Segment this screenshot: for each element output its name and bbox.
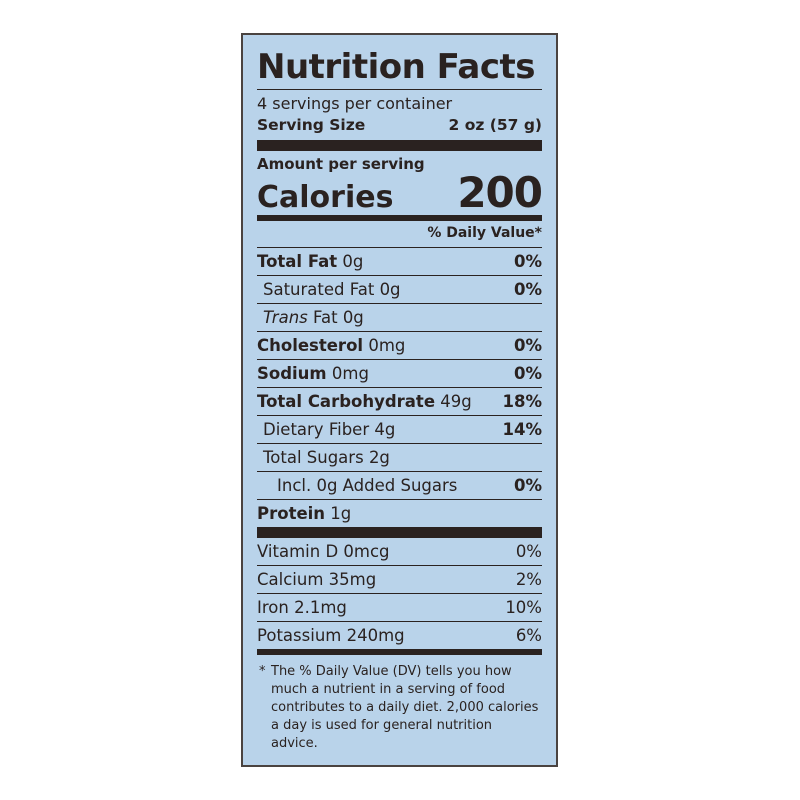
nutrient-name: Incl. 0g Added Sugars bbox=[277, 476, 458, 495]
vitamin-amount: 35mg bbox=[328, 570, 377, 589]
nutrient-amount: 1g bbox=[330, 504, 352, 523]
nutrient-row-sodium: Sodium 0mg 0% bbox=[257, 360, 542, 388]
nutrient-amount: 0mg bbox=[331, 364, 369, 383]
footnote-text: The % Daily Value (DV) tells you how muc… bbox=[271, 664, 539, 751]
vitamin-dv: 10% bbox=[505, 598, 542, 617]
divider-medium bbox=[257, 215, 542, 221]
footnote-asterisk: * bbox=[259, 664, 266, 679]
vitamin-amount: 240mg bbox=[346, 626, 405, 645]
nutrient-dv: 0% bbox=[513, 476, 542, 495]
nutrient-name: Sodium bbox=[257, 364, 327, 383]
servings-per-container: 4 servings per container bbox=[257, 94, 453, 113]
nutrient-dv: 0% bbox=[513, 336, 542, 355]
nutrient-dv: 0% bbox=[513, 364, 542, 383]
nutrient-row-total-fat: Total Fat 0g 0% bbox=[257, 248, 542, 276]
nutrient-row-total-carbohydrate: Total Carbohydrate 49g 18% bbox=[257, 388, 542, 416]
vitamin-name: Calcium bbox=[257, 570, 324, 589]
serving-size-value: 2 oz (57 g) bbox=[448, 116, 542, 134]
vitamin-row-iron: Iron 2.1mg 10% bbox=[257, 594, 542, 622]
vitamin-row-calcium: Calcium 35mg 2% bbox=[257, 566, 542, 594]
divider-thick bbox=[257, 527, 542, 538]
nutrient-row-cholesterol: Cholesterol 0mg 0% bbox=[257, 332, 542, 360]
nutrient-amount: 49g bbox=[440, 392, 472, 411]
serving-size-row: Serving Size 2 oz (57 g) bbox=[257, 114, 542, 140]
divider-thick bbox=[257, 140, 542, 151]
nutrient-name: Protein bbox=[257, 504, 326, 523]
nutrient-amount: 0g bbox=[379, 280, 401, 299]
nutrient-row-dietary-fiber: Dietary Fiber 4g 14% bbox=[257, 416, 542, 444]
calories-label: Calories bbox=[257, 180, 394, 215]
amount-per-serving: Amount per serving bbox=[257, 155, 425, 173]
nutrient-name: Fat bbox=[313, 308, 338, 327]
nutrient-row-protein: Protein 1g bbox=[257, 500, 542, 527]
vitamin-row-potassium: Potassium 240mg 6% bbox=[257, 622, 542, 649]
footnote: * The % Daily Value (DV) tells you how m… bbox=[257, 663, 542, 753]
label-title: Nutrition Facts bbox=[257, 47, 535, 87]
nutrient-amount: 0g bbox=[342, 252, 364, 271]
vitamin-name: Iron bbox=[257, 598, 289, 617]
vitamin-amount: 2.1mg bbox=[294, 598, 347, 617]
nutrient-amount: 4g bbox=[374, 420, 396, 439]
nutrient-name-italic: Trans bbox=[263, 308, 308, 327]
nutrient-amount: 0g bbox=[342, 308, 364, 327]
nutrient-dv: 18% bbox=[502, 392, 543, 411]
nutrient-dv: 0% bbox=[513, 252, 542, 271]
nutrient-name: Saturated Fat bbox=[263, 280, 375, 299]
vitamin-dv: 2% bbox=[515, 570, 542, 589]
vitamin-dv: 0% bbox=[515, 542, 542, 561]
nutrient-name: Total Fat bbox=[257, 252, 338, 271]
nutrient-dv: 0% bbox=[513, 280, 542, 299]
nutrient-name: Dietary Fiber bbox=[263, 420, 370, 439]
nutrient-name: Total Sugars bbox=[263, 448, 364, 467]
nutrient-row-total-sugars: Total Sugars 2g bbox=[257, 444, 542, 472]
nutrient-name: Cholesterol bbox=[257, 336, 364, 355]
nutrient-row-saturated-fat: Saturated Fat 0g 0% bbox=[257, 276, 542, 304]
nutrient-amount: 2g bbox=[368, 448, 390, 467]
nutrition-facts-label: Nutrition Facts 4 servings per container… bbox=[241, 33, 558, 767]
nutrient-amount: 0mg bbox=[368, 336, 406, 355]
vitamin-dv: 6% bbox=[515, 626, 542, 645]
nutrient-row-added-sugars: Incl. 0g Added Sugars 0% bbox=[257, 472, 542, 500]
divider bbox=[257, 247, 542, 248]
vitamin-name: Potassium bbox=[257, 626, 342, 645]
vitamin-amount: 0mcg bbox=[343, 542, 390, 561]
vitamin-row-vitamin-d: Vitamin D 0mcg 0% bbox=[257, 538, 542, 566]
nutrient-name: Total Carbohydrate bbox=[257, 392, 436, 411]
serving-size-label: Serving Size bbox=[257, 116, 366, 134]
calories-value: 200 bbox=[457, 168, 543, 217]
nutrient-row-trans-fat: Trans Fat 0g bbox=[257, 304, 542, 332]
nutrient-dv: 14% bbox=[502, 420, 543, 439]
daily-value-header: % Daily Value* bbox=[427, 225, 542, 241]
divider-medium bbox=[257, 649, 542, 655]
divider bbox=[257, 89, 542, 90]
calories-row: Calories 200 bbox=[257, 168, 543, 217]
vitamin-name: Vitamin D bbox=[257, 542, 339, 561]
